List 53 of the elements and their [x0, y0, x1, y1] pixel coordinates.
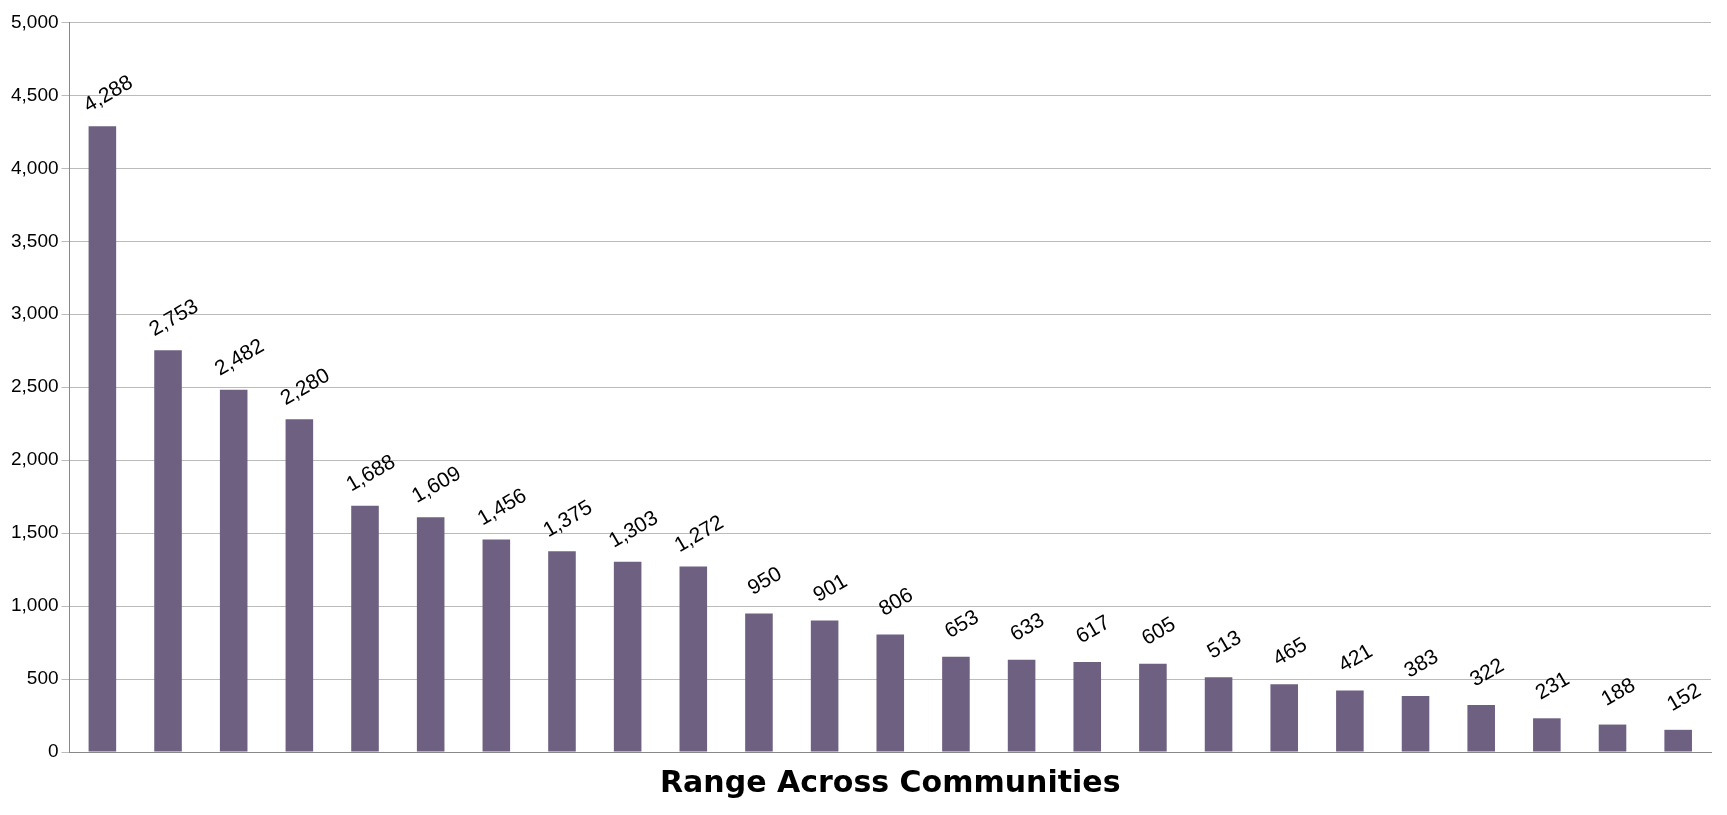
- data-label: 383: [1399, 643, 1442, 682]
- data-label: 4,288: [79, 69, 137, 116]
- bar: [416, 517, 445, 752]
- data-label: 653: [940, 604, 982, 642]
- data-label: 901: [808, 568, 851, 606]
- y-tick-label: 4,000: [11, 156, 59, 178]
- bar: [942, 656, 970, 752]
- bar: [88, 126, 117, 752]
- bar: [745, 613, 773, 752]
- bar: [482, 539, 511, 752]
- y-tick-label: 1,500: [11, 521, 59, 543]
- bar: [154, 350, 182, 752]
- bar: [1204, 677, 1233, 752]
- data-label: 950: [743, 561, 786, 599]
- y-tick-label: 4,500: [11, 83, 59, 105]
- x-axis-title: Range Across Communities: [660, 763, 1121, 799]
- data-label: 188: [1596, 672, 1639, 710]
- bar: [1270, 684, 1299, 752]
- y-tick-label: 0: [47, 740, 59, 762]
- bar: [1598, 724, 1627, 752]
- y-tick-label: 2,500: [11, 375, 59, 397]
- bar: [1073, 661, 1102, 752]
- data-label: 605: [1137, 611, 1179, 649]
- bar: [679, 566, 708, 752]
- bar: [219, 389, 248, 752]
- data-label: 617: [1071, 609, 1114, 648]
- y-tick-label: 3,000: [11, 302, 59, 324]
- data-label: 231: [1531, 666, 1573, 704]
- y-tick-label: 2,000: [11, 448, 59, 470]
- bar: [613, 561, 642, 752]
- data-label: 421: [1334, 638, 1376, 676]
- bar: [876, 634, 905, 752]
- data-label: 513: [1202, 624, 1245, 663]
- y-tick-label: 500: [26, 667, 59, 689]
- bar: [351, 505, 379, 752]
- data-label: 465: [1268, 631, 1311, 670]
- bar: [1664, 729, 1692, 752]
- bar: [548, 551, 576, 752]
- data-label: 152: [1662, 677, 1705, 716]
- bar: [1401, 696, 1430, 752]
- data-label: 633: [1005, 607, 1048, 645]
- y-tick-label: 5,000: [11, 10, 59, 32]
- y-tick-label: 1,000: [11, 594, 59, 616]
- y-tick-label: 3,500: [11, 229, 59, 251]
- bar: [810, 620, 839, 752]
- bar: [1336, 690, 1364, 752]
- data-label: 322: [1465, 652, 1508, 691]
- bar: [285, 419, 314, 752]
- bar: [1007, 659, 1036, 752]
- bar: [1139, 663, 1167, 752]
- data-label: 806: [874, 582, 917, 620]
- bar: [1533, 718, 1561, 752]
- bar: [1467, 705, 1495, 752]
